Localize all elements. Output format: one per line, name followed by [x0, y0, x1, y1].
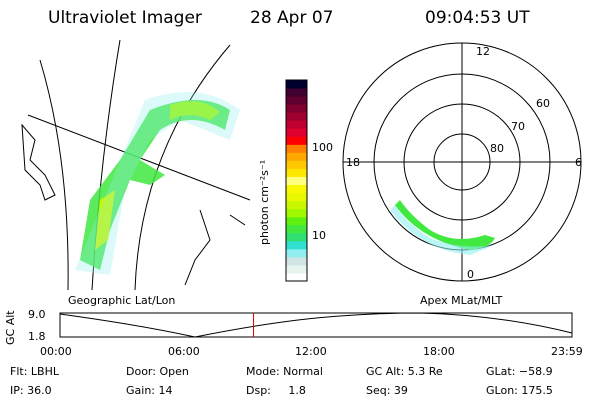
aurora-polar — [390, 200, 495, 255]
status-mode: Mode: Normal — [246, 365, 323, 378]
colorbar-segment — [286, 208, 307, 218]
colorbar-segment — [286, 256, 307, 266]
colorbar-segment — [286, 112, 307, 121]
colorbar-segment — [286, 120, 307, 129]
ytick-9: 9.0 — [28, 308, 46, 321]
colorbar-segment — [286, 224, 307, 234]
colorbar-segment — [286, 128, 307, 137]
colorbar-segment — [286, 264, 307, 274]
colorbar — [285, 79, 308, 282]
colorbar-segment — [286, 240, 307, 250]
status-glon: GLon: 175.5 — [486, 384, 553, 397]
status-seq: Seq: 39 — [366, 384, 408, 397]
lat-label-70: 70 — [511, 120, 525, 133]
mlt-label-6: 6 — [575, 156, 582, 169]
status-gcalt: GC Alt: 5.3 Re — [366, 365, 443, 378]
xtick-1: 06:00 — [168, 345, 200, 358]
xtick-2: 12:00 — [295, 345, 327, 358]
status-dsp: Dsp: 1.8 — [246, 384, 306, 397]
geographic-map — [21, 39, 251, 291]
colorbar-label: photon cm⁻²s⁻¹ — [258, 159, 271, 245]
colorbar-frame — [285, 79, 308, 282]
mlt-label-18: 18 — [346, 156, 360, 169]
colorbar-segment — [286, 192, 307, 202]
colorbar-tick-100: 100 — [312, 141, 333, 154]
colorbar-segment — [286, 136, 307, 145]
colorbar-segment — [286, 104, 307, 113]
status-gain: Gain: 14 — [126, 384, 173, 397]
ytick-1-8: 1.8 — [28, 330, 46, 343]
time-label: 09:04:53 UT — [425, 8, 530, 28]
colorbar-segment — [286, 216, 307, 226]
lat-label-60: 60 — [536, 97, 550, 110]
status-flt: Flt: LBHL — [10, 365, 59, 378]
status-glat: GLat: −58.9 — [486, 365, 553, 378]
colorbar-segment — [286, 80, 307, 89]
polar-plot — [342, 42, 582, 282]
geographic-label: Geographic Lat/Lon — [68, 294, 176, 307]
colorbar-segment — [286, 232, 307, 242]
colorbar-segment — [286, 272, 307, 282]
xtick-3: 18:00 — [423, 345, 455, 358]
xtick-4: 23:59 — [551, 345, 583, 358]
status-door: Door: Open — [126, 365, 189, 378]
colorbar-segment — [286, 248, 307, 258]
colorbar-segment — [286, 184, 307, 194]
colorbar-segment — [286, 96, 307, 105]
colorbar-segment — [286, 88, 307, 97]
colorbar-tick-10: 10 — [312, 229, 326, 242]
colorbar-segment — [286, 144, 307, 153]
apex-label: Apex MLat/MLT — [420, 294, 503, 307]
instrument-title: Ultraviolet Imager — [48, 8, 202, 28]
mlt-label-0: 0 — [467, 268, 474, 281]
colorbar-segment — [286, 200, 307, 210]
colorbar-segment — [286, 176, 307, 186]
timeline-plot — [59, 312, 573, 338]
status-ip: IP: 36.0 — [10, 384, 52, 397]
mlt-label-12: 12 — [476, 45, 490, 58]
xtick-0: 00:00 — [40, 345, 72, 358]
timeline-ylabel: GC Alt — [4, 310, 17, 345]
aurora-geographic — [75, 92, 240, 275]
lat-label-80: 80 — [490, 142, 504, 155]
colorbar-segment — [286, 160, 307, 169]
date-label: 28 Apr 07 — [250, 8, 334, 28]
colorbar-segment — [286, 152, 307, 161]
colorbar-segment — [286, 168, 307, 177]
